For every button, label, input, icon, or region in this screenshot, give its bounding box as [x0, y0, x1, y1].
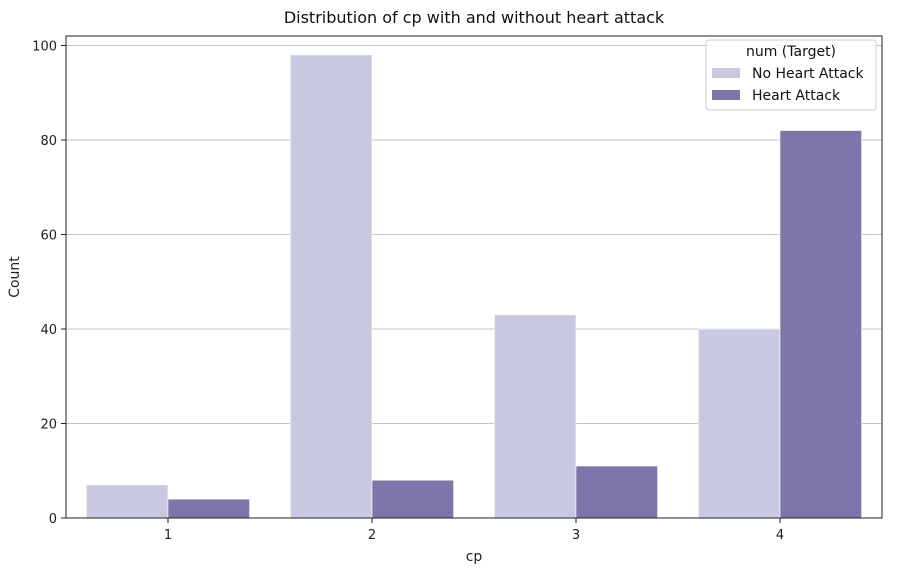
- x-tick-label: 1: [164, 528, 172, 543]
- legend-swatch-no-heart-attack: [712, 68, 740, 78]
- bar-heart-attack-cp2: [371, 479, 454, 519]
- bar-no-heart-attack-cp3: [494, 314, 577, 519]
- y-tick-label: 100: [32, 39, 57, 54]
- bar-no-heart-attack-cp1: [86, 484, 169, 519]
- bar-heart-attack-cp4: [779, 130, 862, 519]
- y-tick-label: 60: [40, 228, 57, 243]
- y-tick-label: 80: [40, 134, 57, 149]
- chart-title: Distribution of cp with and without hear…: [284, 8, 665, 27]
- legend-title: num (Target): [746, 44, 836, 60]
- y-tick-label: 0: [49, 512, 57, 527]
- y-axis-label: Count: [7, 256, 23, 298]
- bars: [86, 54, 862, 519]
- legend: num (Target) No Heart Attack Heart Attack: [705, 39, 877, 111]
- bar-no-heart-attack-cp2: [290, 54, 373, 519]
- legend-items: No Heart Attack Heart Attack: [712, 66, 864, 104]
- x-axis-ticks: 1 2 3 4: [164, 518, 784, 543]
- y-axis-ticks: 0 20 40 60 80 100: [32, 39, 66, 527]
- bar-heart-attack-cp1: [167, 498, 250, 519]
- x-tick-label: 3: [572, 528, 580, 543]
- bar-heart-attack-cp3: [575, 465, 658, 519]
- x-tick-label: 4: [776, 528, 784, 543]
- x-tick-label: 2: [368, 528, 376, 543]
- legend-box: [705, 39, 877, 111]
- legend-label: Heart Attack: [752, 88, 841, 104]
- y-tick-label: 20: [40, 417, 57, 432]
- x-axis-label: cp: [466, 549, 483, 565]
- plot-frame: [65, 35, 883, 519]
- legend-swatch-heart-attack: [712, 90, 740, 100]
- legend-label: No Heart Attack: [752, 66, 864, 82]
- y-tick-label: 40: [40, 323, 57, 338]
- bar-no-heart-attack-cp4: [698, 328, 781, 519]
